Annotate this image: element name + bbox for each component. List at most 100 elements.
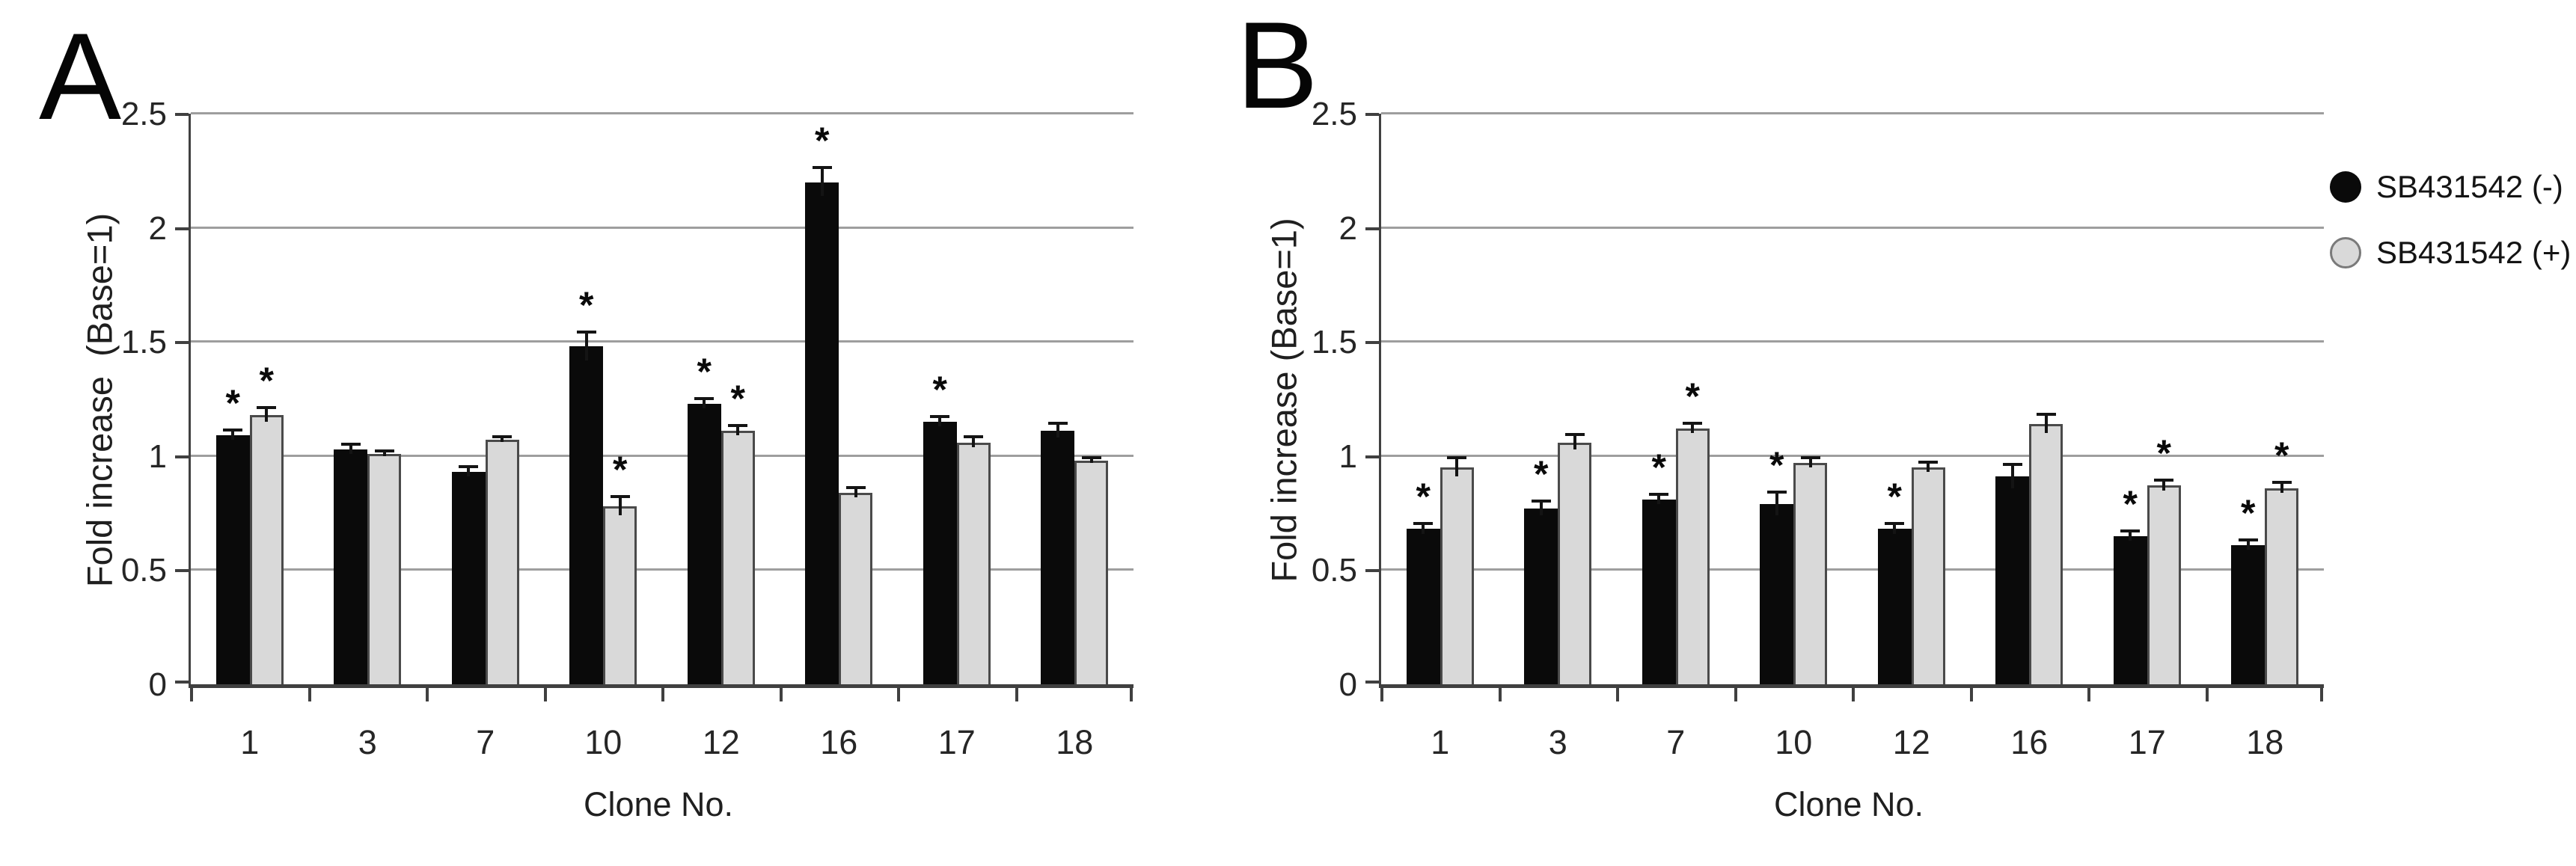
error-bar-cap [1531,499,1551,503]
y-axis-tick-mark [1365,113,1379,116]
error-bar [231,431,235,440]
grid-line [191,226,1133,229]
bar-sb431542-positive-clone-3 [1558,442,1592,684]
error-bar-cap [845,485,866,489]
bar-sb431542-negative-clone-10 [569,346,604,684]
x-axis-tick-label: 10 [1775,723,1813,761]
error-bar-cap [728,424,748,428]
bar-sb431542-negative-clone-16 [1995,476,2030,684]
x-axis-tick-mark [1969,688,1973,701]
error-bar [2246,540,2250,550]
error-bar-cap [576,330,596,334]
bar-sb431542-positive-clone-10 [603,506,637,684]
error-bar-cap [2154,479,2174,482]
error-bar [1573,435,1576,449]
x-axis-tick-label: 17 [937,723,976,761]
error-bar [2162,481,2166,491]
error-bar [1422,524,1425,534]
panel-b-y-axis-title: Fold increase (Base=1) [1264,218,1304,583]
grid-line [191,454,1133,457]
bar-sb431542-negative-clone-1 [1406,529,1440,684]
legend: SB431542 (-) SB431542 (+) [2330,169,2571,301]
grid-line [191,340,1133,343]
error-bar [382,451,386,456]
grid-line [1381,340,2324,343]
error-bar-cap [930,414,950,418]
error-bar [2280,483,2283,493]
x-axis-tick-mark [2320,688,2323,701]
x-axis-tick-mark [1015,688,1018,701]
significance-asterisk: * [1685,375,1700,418]
y-axis-tick-label: 2 [148,209,167,247]
error-bar-cap [1564,433,1585,437]
bar-sb431542-positive-clone-17 [2147,485,2181,684]
error-bar-cap [1047,422,1068,426]
error-bar [1657,494,1661,504]
x-axis-tick-label: 7 [1666,723,1686,761]
panel-a-letter: A [39,7,121,145]
significance-asterisk: * [815,120,830,162]
error-bar-cap [459,465,479,469]
error-bar-cap [1918,460,1939,464]
x-axis-tick-mark [2205,688,2209,701]
y-axis-tick-mark [1365,455,1379,458]
error-bar-cap [2238,538,2258,541]
error-bar-cap [1885,522,1905,526]
significance-asterisk: * [2156,432,2171,475]
bar-sb431542-negative-clone-7 [451,472,486,684]
y-axis-tick-label: 2.5 [1311,96,1357,132]
x-axis-tick-label: 18 [2246,723,2284,761]
y-axis-tick-mark [1365,341,1379,345]
bar-sb431542-negative-clone-12 [687,403,721,684]
x-axis-tick-label: 3 [1548,723,1567,761]
error-bar [1089,458,1093,463]
error-bar [1893,524,1897,534]
error-bar [1775,492,1778,516]
significance-asterisk: * [579,283,594,326]
y-axis-tick-label: 1 [148,437,167,475]
legend-label-positive: SB431542 (+) [2376,235,2572,270]
significance-asterisk: * [1416,476,1431,518]
error-bar [1927,462,1930,473]
gray-circle-icon [2330,237,2361,268]
y-axis-tick-label: 2 [1339,209,1357,247]
y-axis-tick-label: 0 [148,666,167,703]
black-circle-icon [2330,171,2361,203]
error-bar-cap [257,405,277,409]
bar-sb431542-positive-clone-7 [1675,429,1710,684]
x-axis-tick-label: 7 [476,723,495,761]
significance-asterisk: * [932,368,947,411]
y-axis-tick-mark [175,113,189,116]
y-axis-tick-label: 0 [1339,666,1357,703]
x-axis-tick-mark [1498,688,1502,701]
error-bar [467,467,471,477]
error-bar [1539,501,1543,516]
significance-asterisk: * [1769,443,1784,486]
legend-item-sb431542-positive: SB431542 (+) [2330,235,2571,271]
error-bar [2044,414,2048,434]
error-bar-cap [1800,455,1820,459]
x-axis-tick-label: 10 [584,723,622,761]
x-axis-tick-label: 16 [2010,723,2049,761]
x-axis-tick-mark [308,688,311,701]
significance-asterisk: * [697,350,712,393]
y-axis-tick-label: 1.5 [1311,324,1357,361]
error-bar [265,408,269,422]
error-bar [972,437,976,447]
bar-sb431542-positive-clone-16 [839,492,873,684]
grid-line [191,112,1133,114]
bar-sb431542-negative-clone-3 [1524,509,1558,684]
error-bar-cap [374,449,394,452]
bar-sb431542-negative-clone-10 [1760,503,1794,684]
y-axis-tick-label: 0.5 [1311,552,1357,589]
significance-asterisk: * [613,448,628,491]
error-bar [703,399,706,408]
x-axis-tick-label: 1 [240,723,260,761]
error-bar [2129,531,2132,541]
error-bar-cap [812,166,832,170]
x-axis-tick-mark [779,688,783,701]
bar-sb431542-positive-clone-1 [1440,467,1474,684]
x-axis-tick-mark [1616,688,1619,701]
error-bar [1056,424,1059,438]
